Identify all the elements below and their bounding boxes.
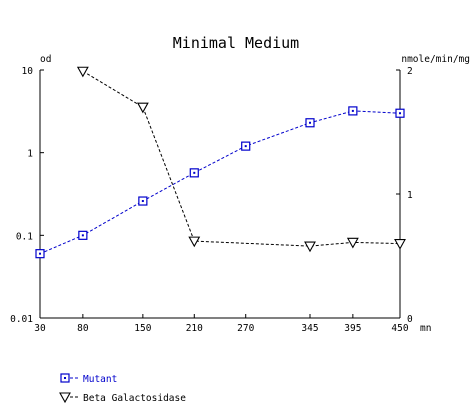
data-point	[188, 236, 201, 248]
series-beta-galactosidase	[76, 66, 406, 253]
data-point-dot	[141, 200, 144, 203]
data-point	[394, 239, 406, 250]
data-point	[346, 237, 359, 249]
legend-label: Beta Galactosidase	[83, 393, 186, 404]
y-left-tick-label: 0.1	[16, 231, 33, 242]
data-point-dot	[399, 112, 401, 115]
legend-marker-dot	[64, 377, 66, 379]
legend-label: Mutant	[83, 374, 117, 385]
data-point	[76, 66, 89, 78]
data-point-dot	[81, 234, 84, 237]
legend: Mutant Beta Galactosidase	[59, 373, 186, 404]
x-axis-label: mn	[420, 323, 431, 334]
x-tick-label: 345	[301, 323, 318, 334]
series-mutant	[35, 106, 405, 259]
x-tick-label: 80	[77, 323, 89, 334]
chart-title: Minimal Medium	[173, 34, 299, 52]
plot-area	[35, 66, 406, 259]
series-line	[82, 70, 401, 247]
x-tick-label: 210	[186, 323, 203, 334]
x-tick-label: 395	[344, 323, 361, 334]
y-left-tick-label: 10	[22, 66, 34, 77]
axes: 30 80 150 210 270 345 395 450 mn 0.01 0.1 1 10 od 0 1 2n…	[10, 54, 470, 334]
y-axis-left-label: od	[40, 54, 51, 65]
data-point-dot	[309, 121, 311, 124]
x-tick-label: 270	[237, 323, 254, 334]
x-tick-label: 150	[134, 323, 151, 334]
data-point-dot	[351, 109, 354, 112]
data-point-dot	[193, 171, 196, 174]
y-right-tick-label: 1	[407, 190, 413, 201]
y-left-tick-label: 0.01	[10, 314, 33, 325]
x-tick-label: 30	[34, 323, 46, 334]
series-line	[39, 110, 401, 255]
y-left-tick-label: 1	[27, 149, 33, 160]
y-axis-right-label: nmole/min/mg	[401, 54, 470, 65]
legend-marker	[59, 392, 71, 404]
data-point	[136, 102, 149, 114]
y-right-tick-label: 2	[407, 66, 413, 77]
x-tick-label: 450	[391, 323, 408, 334]
data-point	[304, 241, 316, 253]
data-point-dot	[39, 252, 41, 255]
y-right-tick-label: 0	[407, 314, 413, 325]
data-point-dot	[244, 145, 247, 148]
